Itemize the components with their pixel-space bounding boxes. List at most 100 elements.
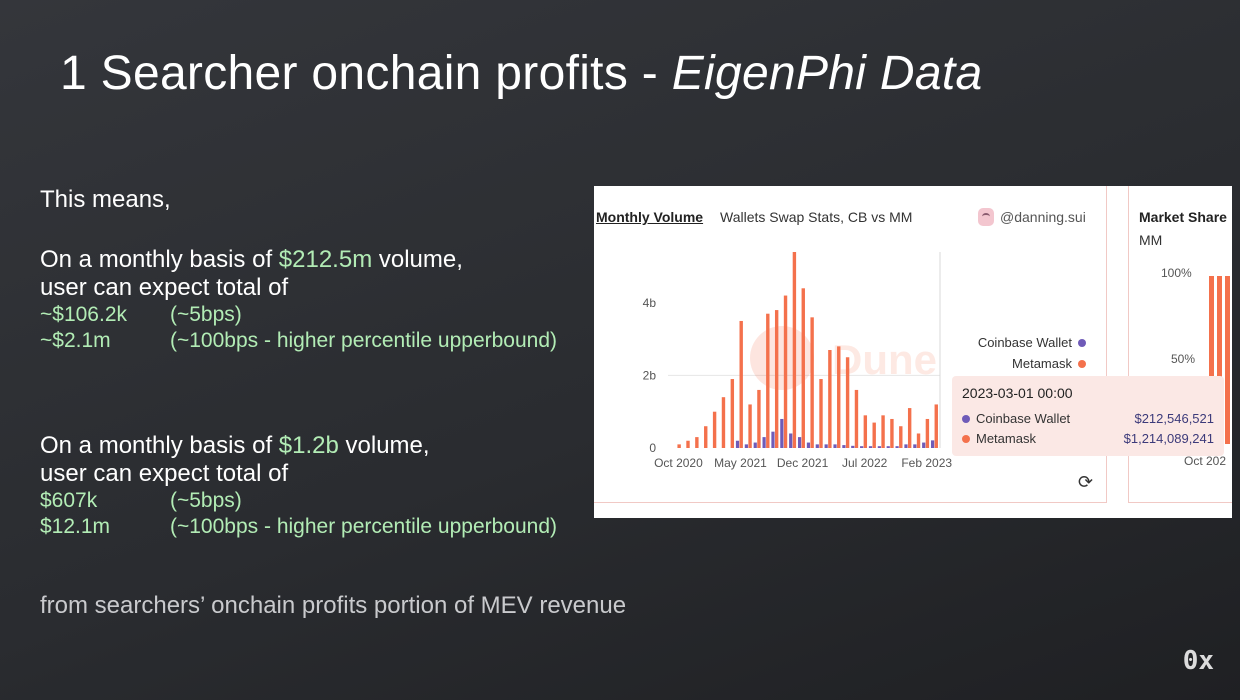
- intro-text: This means,: [40, 186, 171, 213]
- market-share-tick-100: 100%: [1161, 266, 1192, 280]
- bar-metamask: [801, 288, 805, 448]
- block2-row2-note: (~100bps - higher percentile upperbound): [170, 515, 558, 538]
- bar-metamask: [712, 411, 717, 448]
- monthly-volume-chart: Dune 0 2b 4b Oct 2020 May 2021 Dec 2021 Jul 2…: [643, 252, 952, 470]
- bar-coinbase: [806, 442, 811, 448]
- bar-metamask: [837, 346, 841, 448]
- dune-watermark-icon: [750, 326, 814, 390]
- block2-row: $12.1m (~100bps - higher percentile upper…: [40, 514, 557, 540]
- bar-metamask: [828, 350, 832, 448]
- block1-row1-note: (~5bps): [170, 303, 242, 326]
- bar-metamask: [792, 252, 797, 448]
- block1-row: ~$2.1m (~100bps - higher percentile upper…: [40, 328, 557, 354]
- legend-metamask[interactable]: Metamask: [978, 353, 1086, 374]
- dune-watermark: Dune: [832, 336, 937, 383]
- tab-wallets-swap-stats[interactable]: Wallets Swap Stats, CB vs MM: [720, 209, 913, 225]
- bar-metamask: [774, 310, 779, 448]
- market-share-bar: [1225, 276, 1230, 444]
- bar-coinbase: [824, 444, 828, 448]
- bar-metamask: [766, 313, 770, 448]
- bar-coinbase: [922, 442, 926, 448]
- x-tick-label: May 2021: [714, 456, 767, 470]
- tooltip-metamask-label: Metamask: [976, 431, 1036, 446]
- bar-coinbase: [868, 446, 873, 448]
- bar-coinbase: [895, 446, 899, 448]
- bar-metamask: [704, 426, 708, 448]
- tooltip-metamask-dot: [962, 435, 970, 443]
- block1: On a monthly basis of $212.5m volume, us…: [40, 246, 557, 354]
- block1-row: ~$106.2k (~5bps): [40, 302, 557, 328]
- y-tick-label: 0: [649, 441, 656, 455]
- x-tick-label: Jul 2022: [842, 456, 888, 470]
- owl-avatar-icon: [978, 208, 994, 226]
- bar-coinbase: [789, 433, 793, 448]
- tooltip-row-coinbase: Coinbase Wallet $212,546,521: [962, 411, 1214, 426]
- block1-row2-note: (~100bps - higher percentile upperbound): [170, 329, 558, 352]
- bar-coinbase: [744, 444, 748, 448]
- bar-metamask: [899, 426, 903, 448]
- bar-coinbase: [904, 444, 908, 448]
- block1-row1-value: ~$106.2k: [40, 303, 127, 326]
- legend-coinbase[interactable]: Coinbase Wallet: [978, 332, 1086, 353]
- bar-metamask: [677, 444, 681, 448]
- bar-metamask: [916, 433, 921, 448]
- market-share-xtick: Oct 202: [1184, 454, 1227, 468]
- bar-metamask: [748, 404, 752, 448]
- bar-metamask: [863, 415, 868, 448]
- bar-coinbase: [877, 446, 881, 448]
- slide-title: 1 Searcher onchain profits - EigenPhi Da…: [60, 46, 982, 101]
- block1-line1-post: volume,: [372, 246, 463, 273]
- author[interactable]: @danning.sui: [978, 208, 1086, 226]
- refresh-icon[interactable]: ⟳: [1078, 472, 1094, 492]
- author-handle: @danning.sui: [1000, 209, 1086, 225]
- market-share-title: Market Share: [1139, 209, 1227, 225]
- block2-volume: $1.2b: [278, 432, 339, 459]
- footer-note: from searchers’ onchain profits portion …: [40, 592, 627, 619]
- bar-metamask: [686, 440, 690, 448]
- bar-metamask: [757, 389, 761, 448]
- bar-coinbase: [797, 437, 802, 448]
- bar-metamask: [845, 357, 850, 448]
- market-share-tick-50: 50%: [1171, 352, 1196, 366]
- bar-metamask: [872, 422, 876, 448]
- bar-coinbase: [753, 442, 757, 448]
- dune-screenshot: Monthly Volume Wallets Swap Stats, CB vs…: [594, 186, 1232, 518]
- y-tick-label: 4b: [643, 296, 657, 310]
- block2-line1-pre: On a monthly basis of: [40, 432, 279, 459]
- bar-metamask: [721, 397, 726, 448]
- y-tick-label: 2b: [643, 368, 657, 382]
- bar-metamask: [739, 320, 743, 448]
- block2-row1-note: (~5bps): [170, 489, 242, 512]
- bar-coinbase: [771, 431, 775, 448]
- block2-line1-post: volume,: [338, 432, 430, 459]
- market-share-bar: [1217, 276, 1222, 444]
- block1-volume: $212.5m: [278, 246, 373, 273]
- legend-metamask-dot: [1078, 360, 1086, 368]
- market-share-bar: [1209, 276, 1214, 444]
- bar-metamask: [925, 418, 930, 448]
- bar-metamask: [907, 408, 912, 448]
- company-logo: 0x: [1182, 646, 1214, 676]
- bar-coinbase: [860, 446, 864, 448]
- block2-row2-value: $12.1m: [40, 515, 111, 538]
- block2-row: $607k (~5bps): [40, 488, 557, 514]
- block1-line1: On a monthly basis of $212.5m volume,: [40, 246, 557, 274]
- market-share-panel: Market Share MM 100% 50% Oct 202: [1128, 186, 1232, 503]
- slide-title-main: 1 Searcher onchain profits -: [60, 47, 672, 100]
- legend-metamask-label: Metamask: [1012, 356, 1072, 371]
- block1-line1-pre: On a monthly basis of: [40, 246, 279, 273]
- bar-coinbase: [833, 444, 837, 448]
- chart-tooltip: 2023-03-01 00:00 Coinbase Wallet $212,546…: [952, 376, 1224, 456]
- bar-coinbase: [780, 418, 784, 448]
- tab-monthly-volume[interactable]: Monthly Volume: [596, 209, 704, 225]
- monthly-volume-panel: Monthly Volume Wallets Swap Stats, CB vs…: [594, 186, 1107, 503]
- bar-coinbase: [851, 445, 855, 448]
- tooltip-coinbase-value: $212,546,521: [1134, 411, 1214, 426]
- bar-coinbase: [913, 444, 917, 448]
- bar-metamask: [695, 437, 699, 448]
- slide-title-italic: EigenPhi Data: [671, 47, 983, 100]
- bar-metamask: [783, 295, 788, 448]
- bar-metamask: [810, 317, 814, 448]
- block2-line1: On a monthly basis of $1.2b volume,: [40, 432, 557, 460]
- bar-metamask: [819, 379, 823, 448]
